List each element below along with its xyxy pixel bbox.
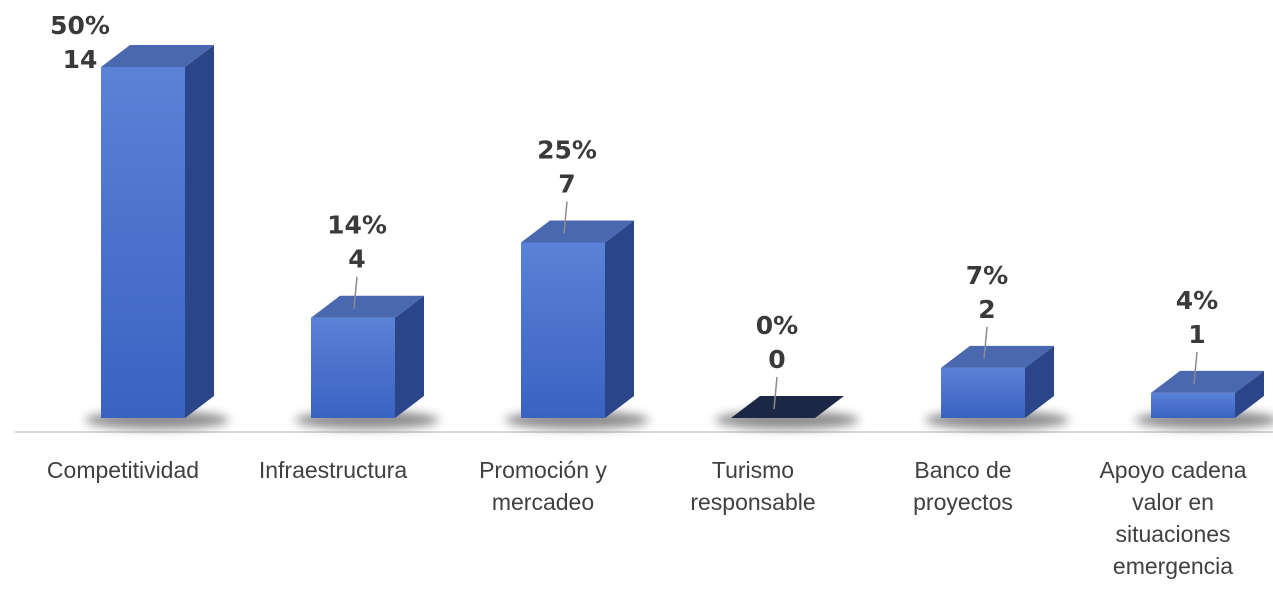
category-label-line: situaciones [1115,521,1230,547]
bar-front [311,317,395,418]
bar-top [101,45,214,67]
bar-top [521,220,634,243]
category-label: Turismo responsable [690,457,815,515]
category-label-line: Promoción y [479,457,607,483]
category-label-line: responsable [690,489,815,515]
category-label-line: Competitividad [47,457,199,483]
bar-2 [295,295,439,429]
bar-front [521,242,605,418]
bar-5 [925,345,1069,429]
labels-group: 50%14Competitividad14%4Infraestructura25… [47,11,1247,579]
category-label: Promoción y mercadeo [479,457,607,515]
bar-side [1025,345,1054,418]
category-label-line: Apoyo cadena [1099,457,1246,483]
bar-side [1235,370,1264,418]
category-label-line: Infraestructura [259,457,407,483]
percent-label: 25% [537,136,597,165]
bar-front [941,367,1025,418]
category-label: Banco de proyectos [913,457,1013,515]
leader-line [563,201,568,234]
bar-top [941,345,1054,368]
category-label-line: Turismo [712,457,794,483]
bar-side [605,220,634,418]
leader-line [353,276,358,309]
percent-label: 4% [1176,286,1218,315]
category-label: Infraestructura [259,457,407,483]
bar-top [1151,370,1264,393]
value-label: 0 [768,345,785,374]
value-label: 14 [63,45,98,74]
category-label-line: Banco de [914,457,1011,483]
bar-front [101,67,185,418]
value-label: 4 [348,245,365,274]
percent-label: 50% [50,11,110,40]
percent-label: 0% [756,311,798,340]
value-label: 7 [558,170,575,199]
bars-group [85,45,1273,429]
bar-side [185,45,214,418]
category-label: Apoyo cadena valor en situaciones emergenci… [1099,457,1246,579]
bar-top [731,396,844,418]
category-label-line: emergencia [1113,553,1233,579]
category-label-line: proyectos [913,489,1013,515]
bar-side [395,295,424,418]
bar-top [311,295,424,318]
value-label: 1 [1188,320,1205,349]
leader-line [983,326,988,359]
leader-line [1193,351,1198,384]
leader-line [773,376,778,410]
category-label-line: valor en [1132,489,1214,515]
percent-label: 14% [327,211,387,240]
bar-front [1151,392,1235,418]
bar-3 [505,220,649,429]
bar-6 [1135,370,1273,429]
bar-4 [715,396,859,429]
category-label-line: mercadeo [492,489,594,515]
bar-1 [85,45,229,429]
value-label: 2 [978,295,995,324]
category-label: Competitividad [47,457,199,483]
percent-label: 7% [966,261,1008,290]
